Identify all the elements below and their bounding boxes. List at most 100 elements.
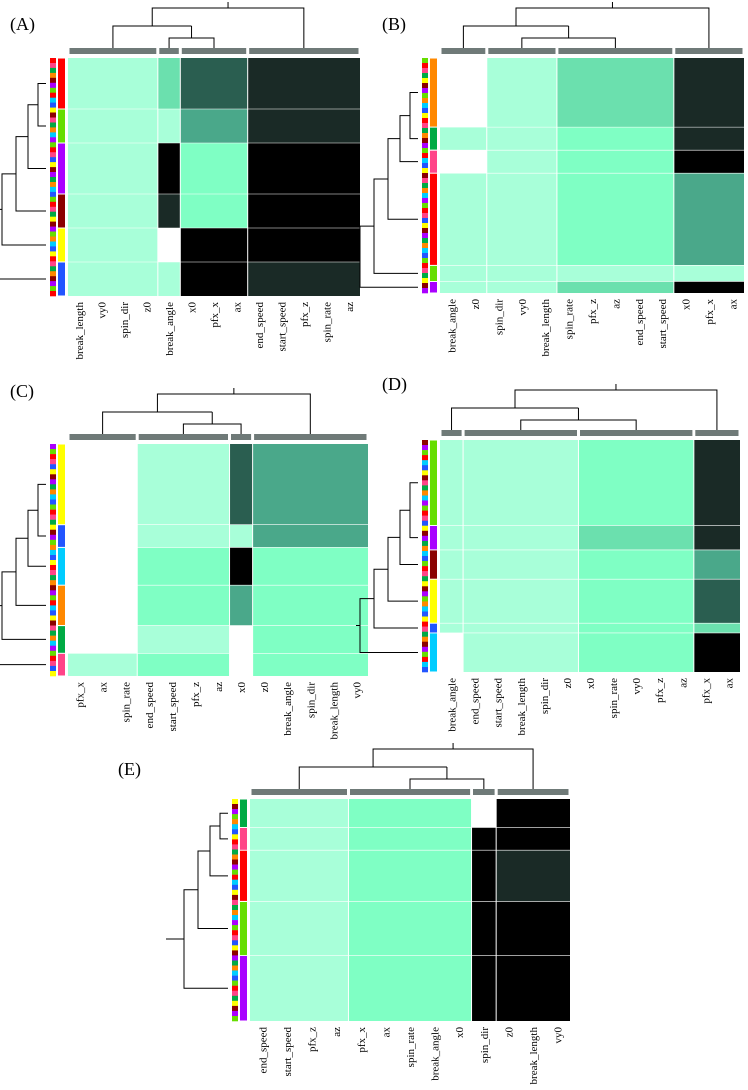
row-category-swatch (422, 667, 428, 673)
row-category-swatch (50, 494, 56, 500)
row-category-swatch (422, 198, 428, 204)
heatmap-cell (673, 281, 744, 293)
row-category-swatch (50, 519, 56, 525)
heatmap-cell (68, 653, 138, 676)
panel-label: (B) (382, 14, 406, 35)
column-label: break_angle (447, 678, 459, 732)
row-category-swatch (422, 263, 428, 269)
heatmap-cell (578, 549, 694, 580)
column-dendrogram (298, 743, 534, 789)
row-cluster-swatch (430, 173, 437, 265)
heatmap-cell (229, 444, 253, 525)
row-category-swatch (232, 920, 238, 926)
row-category-swatch (50, 549, 56, 556)
row-category-swatch (50, 524, 56, 530)
heatmap-panel-e: (E) end_speed start_speed pfx_z az pfx_x ax sp… (118, 743, 570, 1084)
heatmap-cell (180, 143, 248, 194)
row-category-swatch (422, 500, 428, 506)
column-label: vy0 (553, 1027, 565, 1044)
column-label: spin_dir (494, 299, 506, 335)
column-label: x0 (681, 299, 693, 311)
column-dendrogram (462, 2, 710, 48)
row-category-swatch (50, 665, 56, 672)
heatmap-cell (348, 850, 472, 902)
row-category-swatch (422, 153, 428, 159)
row-category-swatch (422, 510, 428, 516)
row-category-swatch (422, 601, 428, 607)
heatmap-cell (463, 579, 579, 624)
row-category-swatch (422, 646, 428, 653)
row-category-swatch (50, 117, 56, 123)
heatmap-panel-b: (B) break_angle z0 spin_dir vy0 break_length… (356, 2, 744, 356)
column-label: end_speed (257, 1027, 269, 1074)
heatmap-cell (247, 262, 360, 296)
column-label: break_angle (447, 299, 459, 353)
heatmap-cell (180, 262, 248, 296)
heatmap-cell (229, 625, 253, 654)
heatmap-cell (440, 525, 464, 550)
heatmap-cell (486, 150, 557, 174)
row-category-swatch (422, 616, 428, 622)
column-label: spin_dir (479, 1027, 491, 1063)
heatmap-cell (180, 58, 248, 109)
column-label: az (213, 682, 225, 692)
heatmap-cell (496, 955, 570, 1021)
row-category-swatch (422, 213, 428, 219)
heatmap-cell (68, 109, 158, 143)
row-category-swatch (422, 283, 428, 289)
heatmap-cell (229, 524, 253, 548)
row-category-swatch (232, 970, 238, 976)
heatmap-cell (68, 228, 158, 262)
row-category-swatch (422, 591, 428, 597)
row-category-swatch (422, 641, 428, 647)
panel-label: (D) (382, 374, 407, 395)
column-group-bar (558, 48, 673, 54)
heatmap-cell (68, 58, 158, 109)
heatmap-cell (157, 228, 181, 262)
heatmap-cell (250, 827, 349, 851)
row-category-swatch (232, 844, 238, 850)
row-category-swatch (50, 276, 56, 282)
row-cluster-swatch (58, 444, 65, 525)
row-category-swatch (50, 635, 56, 641)
row-category-swatch (422, 108, 428, 114)
heatmap-cell (137, 444, 230, 525)
row-category-swatch (50, 570, 56, 576)
column-label: end_speed (470, 678, 482, 725)
row-category-swatch (422, 228, 428, 234)
heatmap-cell (440, 265, 487, 282)
row-category-swatch (50, 484, 56, 490)
heatmap-cell (180, 194, 248, 228)
heatmap-cell (137, 547, 230, 586)
column-label: x0 (585, 678, 597, 690)
row-category-swatch (422, 545, 428, 552)
row-category-swatch (50, 241, 56, 247)
heatmap-cell (471, 901, 497, 956)
row-category-swatch (422, 93, 428, 99)
row-category-swatch (50, 504, 56, 510)
column-label: vy0 (631, 678, 643, 695)
row-category-swatch (422, 661, 428, 668)
row-cluster-swatch (58, 194, 65, 228)
heatmap-cell (157, 262, 181, 296)
row-category-swatch (50, 580, 56, 586)
heatmap-cell (252, 547, 368, 586)
column-label: az (610, 299, 622, 309)
row-category-swatch (232, 879, 238, 885)
row-category-swatch (232, 899, 238, 906)
row-category-swatch (232, 1010, 238, 1017)
row-category-swatch (50, 509, 56, 515)
row-category-swatch (422, 440, 428, 446)
heatmap-cell (252, 444, 368, 525)
row-category-swatch (50, 575, 56, 581)
column-group-bar (181, 48, 247, 54)
row-category-swatch (50, 256, 56, 262)
row-category-swatch (422, 158, 428, 164)
row-category-swatch (50, 167, 56, 173)
heatmap-cell (137, 625, 230, 654)
heatmap-cell (471, 850, 497, 902)
row-category-swatch (422, 621, 428, 627)
column-label: end_speed (254, 302, 266, 349)
column-label: break_length (328, 682, 340, 740)
column-label: z0 (259, 682, 271, 693)
